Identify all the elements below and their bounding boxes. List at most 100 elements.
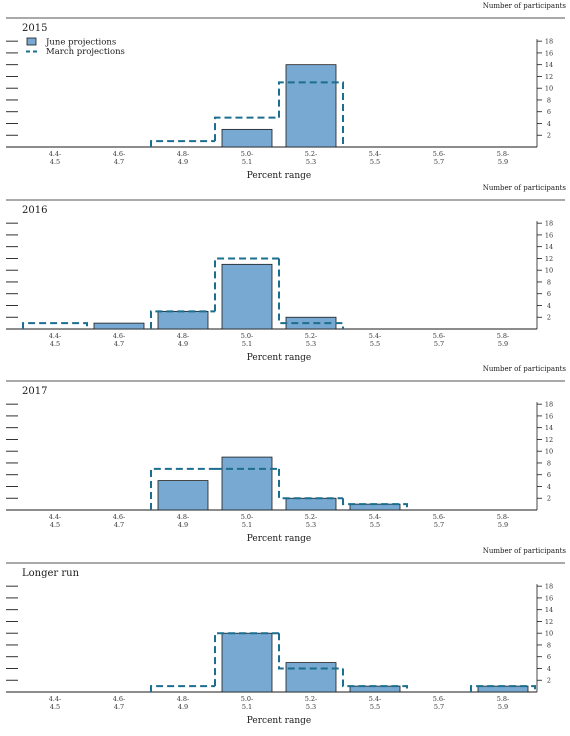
x-tick-label-top: 5.6- xyxy=(433,150,446,158)
y-tick-label: 4 xyxy=(547,120,551,128)
june-bar xyxy=(285,662,337,693)
x-tick-label-top: 4.4- xyxy=(49,695,62,703)
x-tick-label-top: 4.6- xyxy=(113,695,126,703)
x-tick-label-top: 5.0- xyxy=(241,150,254,158)
y-tick-label: 2 xyxy=(547,132,551,140)
panel-title: Longer run xyxy=(22,568,80,579)
x-tick-label-bottom: 5.5 xyxy=(370,703,380,711)
y-tick-label: 8 xyxy=(547,278,551,286)
legend-june-label: June projections xyxy=(45,38,116,48)
x-tick-label-bottom: 5.7 xyxy=(434,703,444,711)
x-tick-label-bottom: 4.5 xyxy=(50,521,60,529)
x-tick-label-top: 5.2- xyxy=(305,332,318,340)
ylabel: Number of participants xyxy=(483,365,567,373)
x-tick-label-bottom: 4.9 xyxy=(178,703,188,711)
x-tick-label-bottom: 4.5 xyxy=(50,158,60,166)
x-tick-label-bottom: 4.7 xyxy=(114,340,124,348)
x-tick-label-top: 5.4- xyxy=(369,513,382,521)
xlabel: Percent range xyxy=(247,171,311,181)
x-tick-label-top: 5.4- xyxy=(369,332,382,340)
x-tick-label-top: 4.8- xyxy=(177,513,190,521)
march-step-line xyxy=(22,257,344,329)
ylabel: Number of participants xyxy=(483,184,567,192)
y-tick-label: 4 xyxy=(547,302,551,310)
x-tick-label-bottom: 5.1 xyxy=(242,703,252,711)
x-tick-label-bottom: 5.9 xyxy=(498,703,508,711)
x-tick-label-top: 4.4- xyxy=(49,513,62,521)
y-tick-label: 16 xyxy=(545,594,553,602)
y-tick-label: 16 xyxy=(545,231,553,239)
y-tick-label: 2 xyxy=(547,314,551,322)
y-tick-label: 12 xyxy=(545,73,553,81)
june-bar xyxy=(93,322,145,330)
june-bar xyxy=(221,263,273,330)
y-tick-label: 10 xyxy=(545,267,553,275)
panel-title: 2017 xyxy=(22,386,47,397)
y-tick-label: 18 xyxy=(545,220,553,228)
x-tick-label-top: 5.0- xyxy=(241,695,254,703)
x-tick-label-top: 5.6- xyxy=(433,513,446,521)
x-tick-label-top: 4.8- xyxy=(177,150,190,158)
x-tick-label-bottom: 4.9 xyxy=(178,158,188,166)
x-tick-label-bottom: 5.3 xyxy=(306,340,316,348)
ylabel: Number of participants xyxy=(483,547,567,555)
x-tick-label-bottom: 4.7 xyxy=(114,703,124,711)
x-tick-label-bottom: 5.3 xyxy=(306,158,316,166)
x-tick-label-bottom: 5.5 xyxy=(370,158,380,166)
x-tick-label-top: 4.8- xyxy=(177,695,190,703)
y-tick-label: 14 xyxy=(545,606,553,614)
x-tick-label-bottom: 5.5 xyxy=(370,340,380,348)
x-tick-label-bottom: 5.1 xyxy=(242,521,252,529)
y-tick-label: 4 xyxy=(547,483,551,491)
legend-june-swatch xyxy=(26,37,37,46)
x-tick-label-top: 5.2- xyxy=(305,150,318,158)
x-tick-label-bottom: 5.1 xyxy=(242,158,252,166)
y-tick-label: 10 xyxy=(545,85,553,93)
panel-title: 2015 xyxy=(22,23,47,34)
x-tick-label-bottom: 5.9 xyxy=(498,340,508,348)
panel-4: Number of participants Longer run 2 4 6 8 10 12… xyxy=(6,547,566,726)
x-tick-label-top: 5.8- xyxy=(497,513,510,521)
x-tick-label-bottom: 5.1 xyxy=(242,340,252,348)
y-tick-label: 12 xyxy=(545,436,553,444)
panel-1: Number of participants 2015 2 4 6 8 10 12 14 16 18… xyxy=(6,2,566,181)
x-tick-label-bottom: 5.7 xyxy=(434,158,444,166)
x-tick-label-bottom: 5.3 xyxy=(306,521,316,529)
x-tick-label-top: 5.8- xyxy=(497,150,510,158)
x-tick-label-top: 4.6- xyxy=(113,150,126,158)
x-tick-label-top: 4.6- xyxy=(113,332,126,340)
x-tick-label-top: 4.6- xyxy=(113,513,126,521)
y-tick-label: 6 xyxy=(547,108,551,116)
x-tick-label-bottom: 4.9 xyxy=(178,521,188,529)
x-tick-label-top: 5.6- xyxy=(433,695,446,703)
x-tick-label-bottom: 4.9 xyxy=(178,340,188,348)
x-tick-label-bottom: 5.9 xyxy=(498,521,508,529)
x-tick-label-top: 4.8- xyxy=(177,332,190,340)
y-tick-label: 10 xyxy=(545,448,553,456)
y-tick-label: 18 xyxy=(545,583,553,591)
x-tick-label-top: 5.4- xyxy=(369,695,382,703)
march-step-line xyxy=(150,81,344,147)
y-tick-label: 10 xyxy=(545,630,553,638)
x-tick-label-bottom: 5.9 xyxy=(498,158,508,166)
xlabel: Percent range xyxy=(247,716,311,726)
x-tick-label-bottom: 4.5 xyxy=(50,703,60,711)
y-tick-label: 12 xyxy=(545,255,553,263)
y-tick-label: 18 xyxy=(545,38,553,46)
y-tick-label: 6 xyxy=(547,653,551,661)
x-tick-label-bottom: 5.7 xyxy=(434,340,444,348)
x-tick-label-top: 4.4- xyxy=(49,332,62,340)
y-tick-label: 16 xyxy=(545,49,553,57)
y-tick-label: 18 xyxy=(545,401,553,409)
x-tick-label-top: 5.6- xyxy=(433,332,446,340)
x-tick-label-bottom: 5.3 xyxy=(306,703,316,711)
xlabel: Percent range xyxy=(247,534,311,544)
y-tick-label: 2 xyxy=(547,677,551,685)
y-tick-label: 14 xyxy=(545,424,553,432)
june-bar xyxy=(157,480,209,511)
panel-title: 2016 xyxy=(22,205,47,216)
june-bar xyxy=(157,310,209,330)
june-bar xyxy=(285,64,337,148)
x-tick-label-bottom: 4.5 xyxy=(50,340,60,348)
